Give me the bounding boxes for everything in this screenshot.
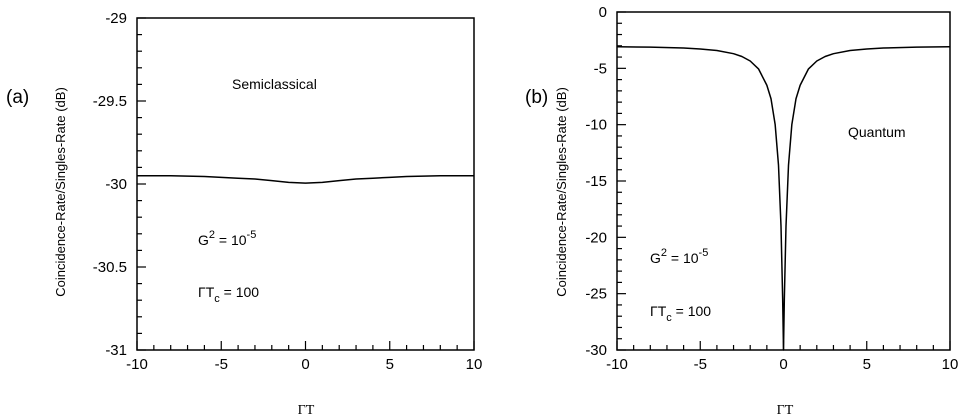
panel-b-quantum: (b) Coincidence-Rate/Singles-Rate (dB) Γ…	[525, 4, 958, 416]
panel-b-g-annotation: G2 = 10-5	[650, 247, 708, 266]
x-tick-label: -5	[215, 356, 228, 373]
y-tick-label: -20	[585, 229, 607, 246]
panel-b-y-axis-label: Coincidence-Rate/Singles-Rate (dB)	[554, 87, 569, 297]
y-tick-label: -29	[105, 10, 127, 27]
panel-a-label: (a)	[6, 87, 29, 108]
panel-b-x-axis-label: ΓT	[777, 403, 794, 416]
panel-a-g-annotation: G2 = 10-5	[198, 229, 256, 248]
panel-a-y-axis-label: Coincidence-Rate/Singles-Rate (dB)	[53, 87, 68, 297]
panel-b-plot-frame	[616, 11, 951, 351]
y-tick-label: -29.5	[93, 93, 127, 110]
y-tick-label: 0	[599, 4, 607, 21]
x-tick-label: 0	[779, 356, 787, 373]
x-tick-label: 5	[863, 356, 871, 373]
series-line	[137, 174, 474, 184]
panel-b-ticks	[616, 11, 951, 351]
panel-a-tick-labels: -10 -5 0 5 10 -29 -29.5 -30 -30.5 -31	[93, 10, 483, 373]
panel-a-series	[137, 174, 474, 184]
x-tick-label: -10	[606, 356, 628, 373]
panel-b-title: Quantum	[848, 124, 906, 140]
panel-a-title: Semiclassical	[232, 76, 317, 92]
panel-a-ticks	[136, 17, 475, 351]
y-tick-label: -15	[585, 173, 607, 190]
panel-b-tick-labels: -10 -5 0 5 10 0 -5 -10 -15 -20 -25 -30	[585, 4, 958, 373]
x-tick-label: 0	[301, 356, 309, 373]
y-tick-label: -10	[585, 117, 607, 134]
y-tick-label: -25	[585, 286, 607, 303]
series-line	[616, 45, 951, 351]
panel-a-gamma-annotation: ΓTc = 100	[198, 284, 259, 305]
panel-a-plot-frame	[136, 17, 475, 351]
x-tick-label: 5	[386, 356, 394, 373]
y-tick-label: -30	[105, 176, 127, 193]
x-tick-label: -5	[694, 356, 707, 373]
x-tick-label: -10	[126, 356, 148, 373]
y-tick-label: -5	[594, 60, 607, 77]
panel-b-gamma-annotation: ΓTc = 100	[650, 303, 711, 324]
y-tick-label: -30.5	[93, 259, 127, 276]
x-tick-label: 10	[466, 356, 483, 373]
panel-b-series	[616, 45, 951, 351]
y-tick-label: -31	[105, 342, 127, 359]
y-tick-label: -30	[585, 342, 607, 359]
panel-a-x-axis-label: ΓT	[298, 403, 315, 416]
panel-b-label: (b)	[525, 87, 548, 108]
x-tick-label: 10	[942, 356, 959, 373]
panel-a-semiclassical: (a) Coincidence-Rate/Singles-Rate (dB) Γ…	[6, 10, 482, 416]
